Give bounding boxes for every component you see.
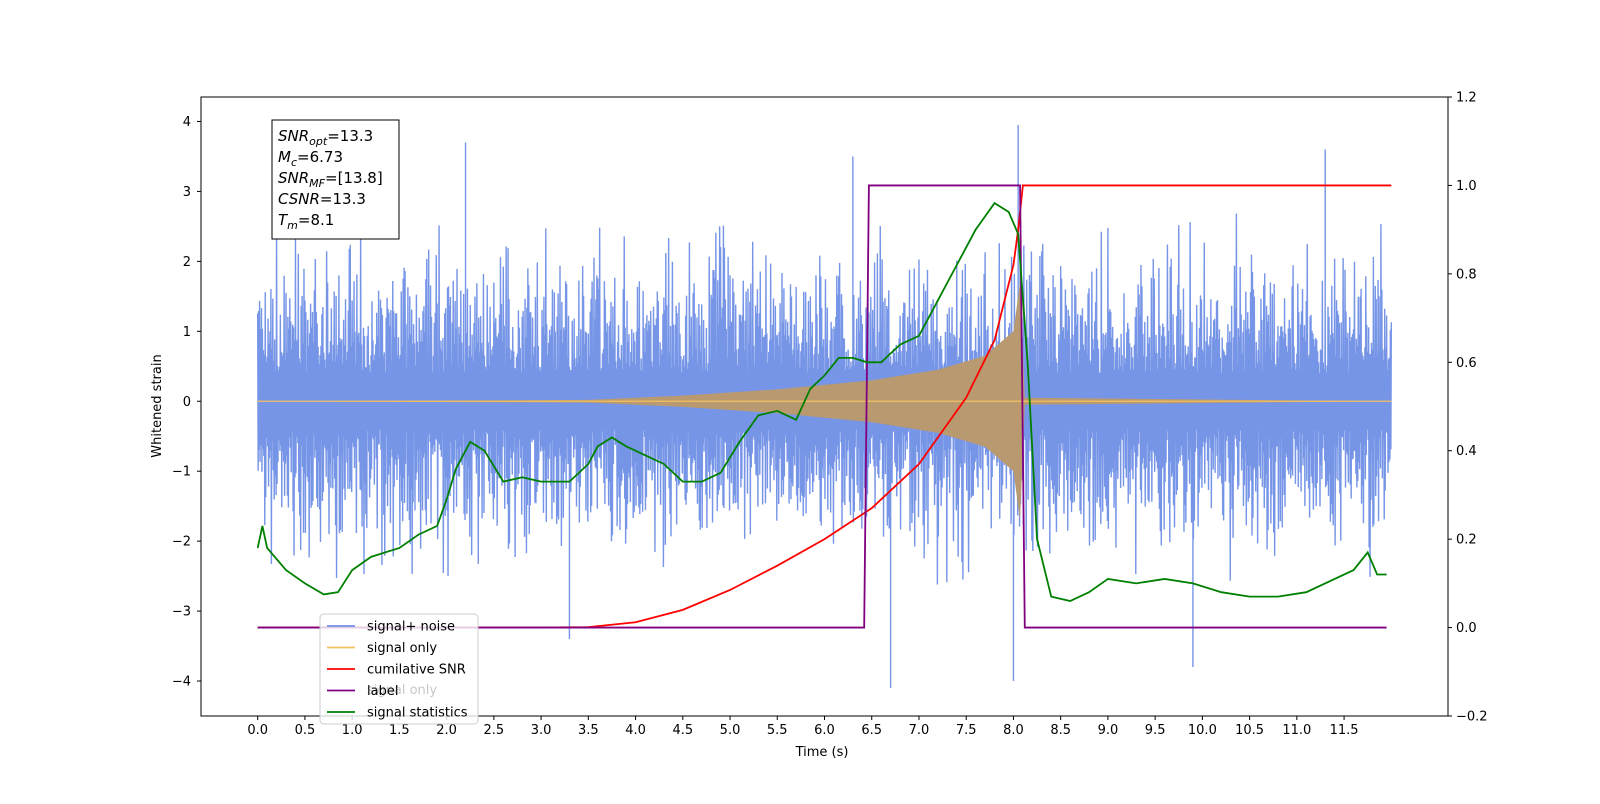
info-value: =8.1 <box>298 211 334 229</box>
x-tick-label: 9.5 <box>1145 723 1166 738</box>
legend-label: cumilative SNR <box>367 663 466 678</box>
x-tick-label: 11.5 <box>1330 723 1359 738</box>
y-tick-label: −1 <box>172 465 191 480</box>
info-symbol: T <box>278 211 289 229</box>
info-box: SNRopt=13.3Mc=6.73SNRMF=[13.8]CSNR=13.3T… <box>271 119 400 240</box>
x-tick-label: 0.5 <box>295 723 316 738</box>
legend-label: signal+ noise <box>367 620 455 635</box>
x-tick-label: 8.0 <box>1003 723 1024 738</box>
x-tick-label: 9.0 <box>1098 723 1119 738</box>
y-tick-label: −2 <box>172 535 191 550</box>
x-tick-label: 2.5 <box>484 723 505 738</box>
x-tick-label: 4.0 <box>625 723 646 738</box>
info-value: =13.3 <box>320 190 366 208</box>
y2-tick-label: 0.6 <box>1456 356 1477 371</box>
y-tick-label: −3 <box>172 605 191 620</box>
lines-layer <box>256 184 1392 629</box>
legend: signal only signal+ noise signal only cumil… <box>319 613 479 725</box>
x-tick-label: 6.5 <box>861 723 882 738</box>
legend-label: label <box>367 684 398 699</box>
y2-tick-label: 1.0 <box>1456 179 1477 194</box>
x-tick-label: 0.0 <box>247 723 268 738</box>
x-tick-label: 7.0 <box>909 723 930 738</box>
info-line: SNRMF=[13.8] <box>278 169 383 190</box>
legend-label: signal statistics <box>367 706 468 721</box>
x-tick-label: 2.0 <box>436 723 457 738</box>
signal-layer <box>257 282 1392 521</box>
x-tick-label: 7.5 <box>956 723 977 738</box>
y2-tick-label: 0.0 <box>1456 621 1477 636</box>
series-line-signal-statistics <box>256 201 1387 602</box>
info-subscript: opt <box>309 135 328 148</box>
info-value: =6.73 <box>297 148 343 166</box>
x-tick-label: 3.0 <box>531 723 552 738</box>
y-tick-label: 0 <box>183 395 191 410</box>
y-axis-right: 1.2 1.0 0.8 0.6 0.4 0.2 0.0 −0.2 <box>1448 91 1488 725</box>
info-symbol: CSNR <box>278 190 320 208</box>
info-line: Tm=8.1 <box>278 211 334 232</box>
noise-layer <box>256 124 1393 689</box>
y-axis-left: 4 3 2 1 0 −1 −2 −3 −4 <box>172 115 201 690</box>
info-symbol: SNR <box>278 127 309 145</box>
x-tick-label: 1.0 <box>342 723 363 738</box>
noise-line <box>256 124 1393 689</box>
info-value: =[13.8] <box>325 169 383 187</box>
y-tick-label: 3 <box>183 185 191 200</box>
info-subscript: c <box>291 156 297 169</box>
x-tick-label: 1.5 <box>389 723 410 738</box>
y-tick-label: −4 <box>172 675 191 690</box>
y2-tick-label: −0.2 <box>1456 710 1488 725</box>
legend-label: signal only <box>367 641 437 656</box>
info-line: SNRopt=13.3 <box>278 127 373 148</box>
x-axis-label: Time (s) <box>795 745 849 760</box>
info-subscript: m <box>287 219 298 232</box>
info-box-frame <box>271 119 400 240</box>
x-tick-label: 10.0 <box>1188 723 1217 738</box>
info-line: CSNR=13.3 <box>278 190 366 208</box>
info-symbol: M <box>278 148 291 166</box>
y2-tick-label: 1.2 <box>1456 91 1477 106</box>
x-tick-label: 3.5 <box>578 723 599 738</box>
x-tick-label: 10.5 <box>1235 723 1264 738</box>
series-line-label <box>257 184 1387 629</box>
y2-tick-label: 0.2 <box>1456 533 1477 548</box>
x-tick-label: 5.0 <box>720 723 741 738</box>
x-tick-label: 11.0 <box>1282 723 1311 738</box>
x-axis: 0.0 0.5 1.0 1.5 2.0 2.5 3.0 3.5 4.0 4.5 5.0 5.5 6.0 6… <box>247 716 1359 738</box>
x-tick-label: 6.0 <box>814 723 835 738</box>
x-tick-label: 4.5 <box>672 723 693 738</box>
plot-area <box>256 124 1393 689</box>
y-tick-label: 4 <box>183 115 191 130</box>
x-tick-label: 8.5 <box>1050 723 1071 738</box>
y-axis-label: Whitened strain <box>150 354 165 457</box>
info-symbol: SNR <box>278 169 309 187</box>
info-value: =13.3 <box>327 127 373 145</box>
series-line-cumilative-snr <box>257 184 1392 629</box>
y2-tick-label: 0.4 <box>1456 444 1477 459</box>
info-line: Mc=6.73 <box>278 148 343 169</box>
info-subscript: MF <box>309 177 325 190</box>
y-tick-label: 1 <box>183 325 191 340</box>
legend-frame <box>319 613 479 725</box>
y-tick-label: 2 <box>183 255 191 270</box>
y2-tick-label: 0.8 <box>1456 267 1477 282</box>
legend-ghost-text: signal only <box>367 683 437 698</box>
x-tick-label: 5.5 <box>767 723 788 738</box>
